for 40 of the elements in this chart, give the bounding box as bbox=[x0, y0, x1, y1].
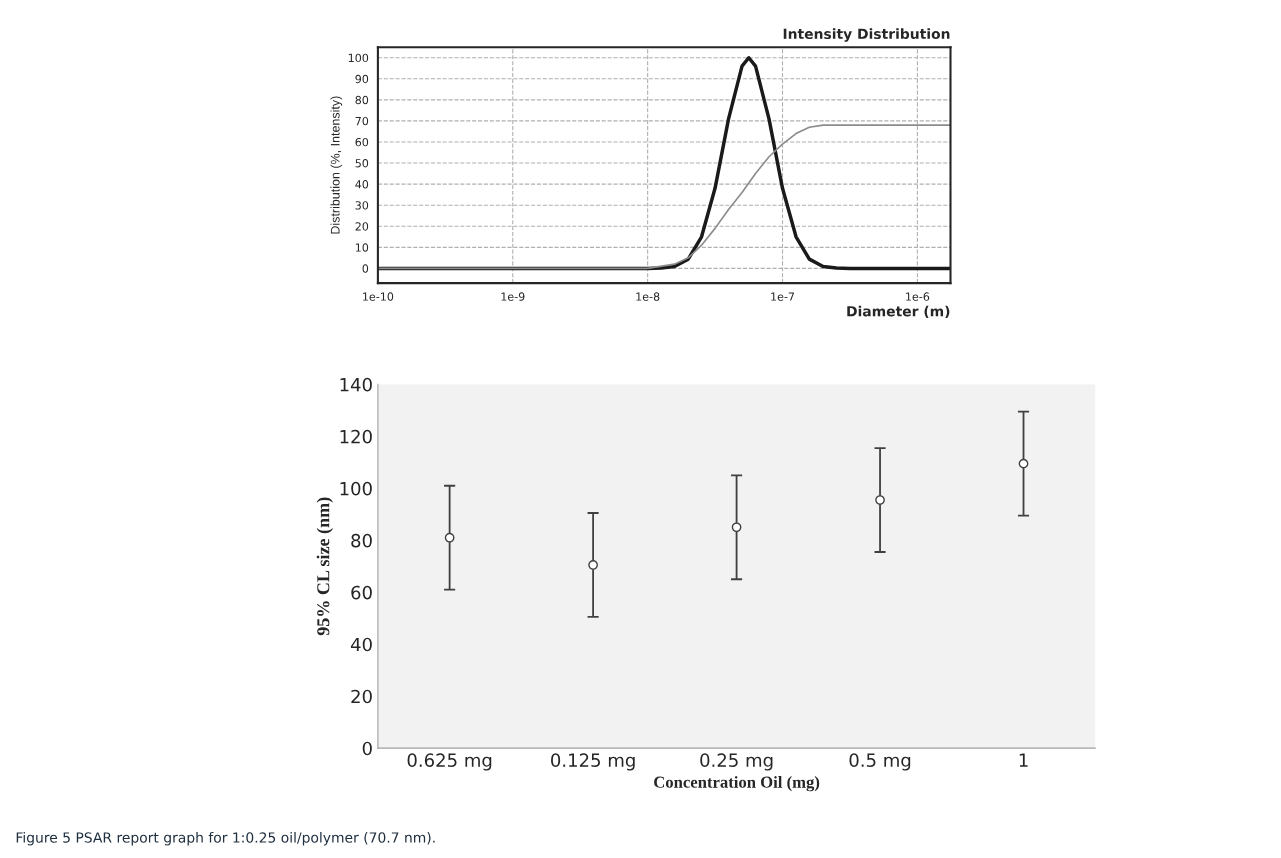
y-tick-label: 120 bbox=[340, 429, 372, 444]
y-tick-label: 60 bbox=[355, 137, 369, 147]
point bbox=[444, 532, 455, 543]
point bbox=[731, 522, 742, 533]
y-tick-label: 40 bbox=[350, 637, 372, 652]
x-tick-label: 1e-7 bbox=[771, 292, 795, 301]
x-tick-label: 0.125 mg bbox=[551, 753, 635, 771]
x-tick-label: 1e-9 bbox=[501, 292, 525, 301]
y-tick-label: 40 bbox=[355, 180, 369, 189]
y-tick-label: 80 bbox=[351, 533, 372, 548]
y-tick-label: 140 bbox=[340, 377, 372, 392]
chart-title: Intensity Distribution bbox=[783, 28, 950, 42]
y-tick-label: 100 bbox=[340, 481, 372, 496]
y-tick-label: 90 bbox=[355, 74, 369, 84]
y-tick-label: 100 bbox=[348, 53, 369, 63]
x-tick-label: 1 bbox=[1019, 753, 1028, 767]
y-tick-label: 0 bbox=[362, 264, 369, 273]
y-tick-label: 20 bbox=[351, 689, 372, 704]
y-tick-label: 80 bbox=[355, 95, 369, 105]
y-tick-label: 50 bbox=[355, 159, 369, 168]
x-tick-label: 1e-10 bbox=[363, 292, 394, 301]
y-tick-label: 70 bbox=[355, 116, 369, 126]
y-tick-label: 10 bbox=[355, 243, 369, 252]
x-tick-label: 0.25 mg bbox=[700, 753, 773, 771]
x-tick-label: 0.625 mg bbox=[407, 753, 492, 771]
x-tick-label: 1e-6 bbox=[906, 292, 930, 301]
x-tick-label: 0.5 mg bbox=[849, 753, 911, 771]
x-tick-label: 1e-8 bbox=[636, 292, 660, 301]
x-axis-title: Diameter (m) bbox=[847, 305, 950, 319]
caption: Figure 5 PSAR report graph for 1:0.25 oil/polymer (70.7 nm). bbox=[16, 832, 435, 846]
x-axis-title: Concentration Oil (mg) bbox=[654, 776, 820, 792]
y-axis-title: Distribution (%, Intensity) bbox=[330, 96, 343, 234]
point bbox=[588, 560, 598, 570]
y-axis-title: 95% CL size (nm) bbox=[316, 497, 334, 636]
y-tick-label: 30 bbox=[355, 201, 369, 210]
y-tick-label: 60 bbox=[351, 585, 372, 600]
y-tick-label: 20 bbox=[355, 222, 369, 231]
point bbox=[1018, 458, 1029, 469]
y-tick-label: 0 bbox=[362, 741, 372, 756]
point bbox=[875, 495, 885, 505]
